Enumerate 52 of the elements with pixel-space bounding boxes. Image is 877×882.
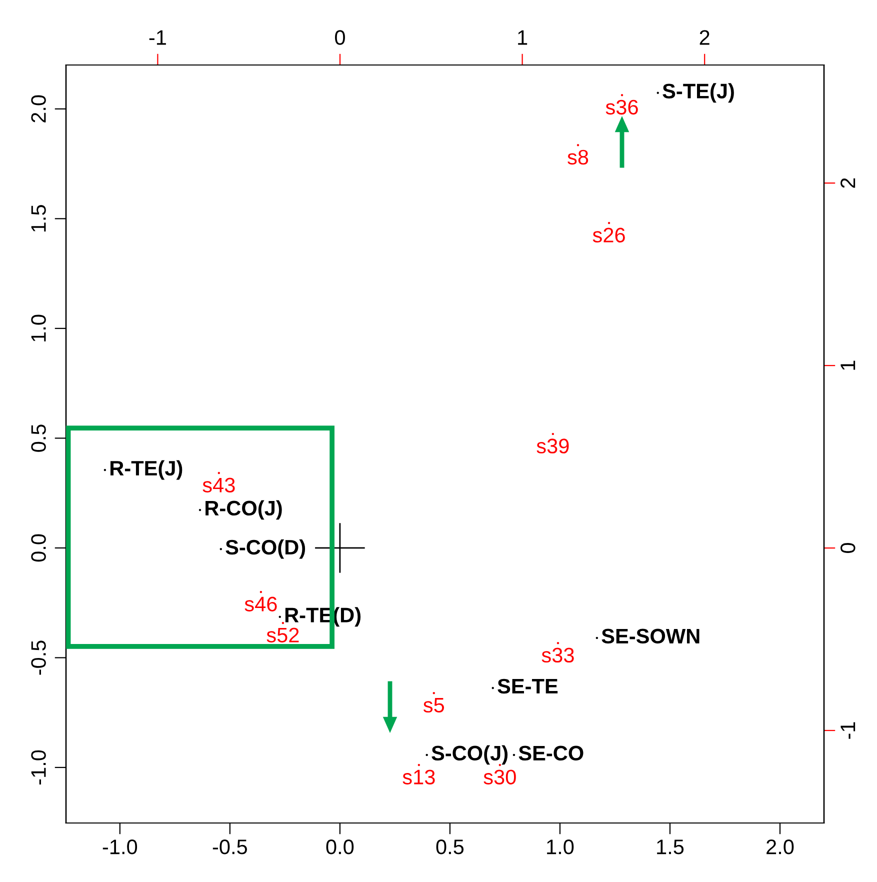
y-tick-label: 2.0 [31,95,46,122]
x-tick-label: -1.0 [102,840,138,854]
x2-tick-label: 0 [335,30,345,45]
point [104,468,106,472]
data-label: S-TE(J) [662,83,734,103]
y2-tick-label: 1 [840,360,856,370]
x2-tick-label: -1 [149,30,166,45]
y-tick-label: 1.5 [31,205,46,232]
point [596,636,598,640]
y-tick-label: 0.0 [31,534,46,562]
data-label: s13 [402,770,435,784]
point [260,590,262,594]
data-label: SE-TE [498,678,558,694]
point [418,764,420,766]
data-label: s46 [244,596,277,612]
point [552,432,554,436]
data-label: R-CO(J) [206,500,282,520]
data-label: s39 [536,438,569,454]
data-label: s33 [542,648,574,663]
point [608,222,610,224]
data-label: s36 [606,100,638,115]
x-tick-label: 2.0 [766,840,794,854]
x2-tick-label: 2 [700,30,710,45]
x-tick-label: 1.5 [657,840,684,854]
x-tick-label: 1.0 [547,840,574,854]
point [198,508,202,512]
y-tick-label: 0.5 [31,424,46,452]
y-tick-label: -0.5 [31,640,46,675]
data-label: s5 [423,698,444,713]
data-label: s26 [592,228,625,242]
x2-tick-label: 1 [518,30,528,45]
data-label: S-CO(D) [226,539,306,559]
data-label: SE-SOWN [602,628,700,644]
point [218,472,220,474]
y-tick-label: -1.0 [31,750,46,784]
data-label: R-TE(J) [110,460,182,480]
data-label: s30 [484,770,516,784]
data-label: S-CO(J) [432,745,508,765]
data-label: s43 [202,478,235,492]
x-tick-label: 0.0 [326,840,354,854]
x-tick-label: 0.5 [436,840,464,854]
point [556,642,560,644]
data-label: s8 [568,150,588,165]
y2-tick-label: 2 [840,178,856,188]
y2-tick-label: 0 [840,543,856,553]
y-tick-label: 1.0 [31,314,46,342]
y2-tick-label: -1 [840,722,856,739]
data-label: SE-CO [518,746,584,761]
data-label: s52 [266,628,299,642]
point [282,622,284,624]
point [512,754,516,756]
x-tick-label: -0.5 [212,840,247,854]
